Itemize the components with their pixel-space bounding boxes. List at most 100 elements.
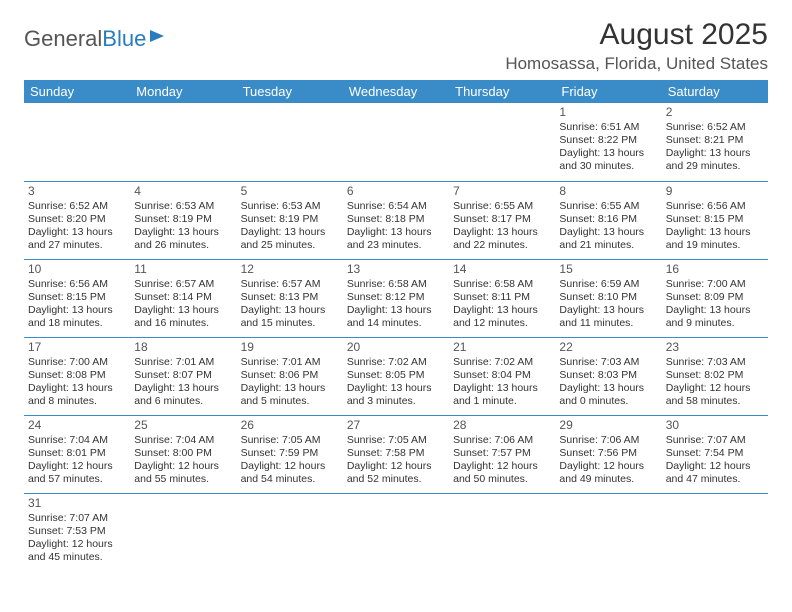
daylight-text: Daylight: 13 hours (453, 226, 551, 239)
daylight-text: and 16 minutes. (134, 317, 232, 330)
sunrise-text: Sunrise: 6:57 AM (241, 278, 339, 291)
sunrise-text: Sunrise: 7:01 AM (241, 356, 339, 369)
sunset-text: Sunset: 8:15 PM (666, 213, 764, 226)
sunset-text: Sunset: 8:05 PM (347, 369, 445, 382)
sunrise-text: Sunrise: 7:04 AM (134, 434, 232, 447)
daylight-text: and 19 minutes. (666, 239, 764, 252)
sunset-text: Sunset: 8:01 PM (28, 447, 126, 460)
daylight-text: and 27 minutes. (28, 239, 126, 252)
daylight-text: and 58 minutes. (666, 395, 764, 408)
day-number: 18 (134, 340, 232, 355)
sunrise-text: Sunrise: 7:06 AM (559, 434, 657, 447)
calendar-table: Sunday Monday Tuesday Wednesday Thursday… (24, 80, 768, 571)
calendar-cell (555, 493, 661, 571)
day-number: 13 (347, 262, 445, 277)
daylight-text: Daylight: 12 hours (559, 460, 657, 473)
daylight-text: Daylight: 13 hours (28, 304, 126, 317)
daylight-text: Daylight: 13 hours (241, 226, 339, 239)
day-number: 24 (28, 418, 126, 433)
col-saturday: Saturday (662, 80, 768, 103)
day-number: 14 (453, 262, 551, 277)
flag-icon (150, 26, 172, 52)
sunrise-text: Sunrise: 6:58 AM (453, 278, 551, 291)
sunrise-text: Sunrise: 7:00 AM (666, 278, 764, 291)
col-thursday: Thursday (449, 80, 555, 103)
calendar-cell: 14Sunrise: 6:58 AMSunset: 8:11 PMDayligh… (449, 259, 555, 337)
sunset-text: Sunset: 8:03 PM (559, 369, 657, 382)
day-number: 2 (666, 105, 764, 120)
day-number: 15 (559, 262, 657, 277)
daylight-text: and 14 minutes. (347, 317, 445, 330)
day-number: 1 (559, 105, 657, 120)
sunrise-text: Sunrise: 7:02 AM (453, 356, 551, 369)
sunset-text: Sunset: 7:54 PM (666, 447, 764, 460)
daylight-text: Daylight: 13 hours (241, 382, 339, 395)
calendar-cell: 17Sunrise: 7:00 AMSunset: 8:08 PMDayligh… (24, 337, 130, 415)
calendar-cell: 10Sunrise: 6:56 AMSunset: 8:15 PMDayligh… (24, 259, 130, 337)
sunrise-text: Sunrise: 7:07 AM (28, 512, 126, 525)
calendar-cell: 7Sunrise: 6:55 AMSunset: 8:17 PMDaylight… (449, 181, 555, 259)
sunset-text: Sunset: 8:04 PM (453, 369, 551, 382)
calendar-cell: 4Sunrise: 6:53 AMSunset: 8:19 PMDaylight… (130, 181, 236, 259)
daylight-text: Daylight: 13 hours (453, 382, 551, 395)
header: GeneralBlue August 2025 Homosassa, Flori… (24, 18, 768, 74)
sunrise-text: Sunrise: 7:06 AM (453, 434, 551, 447)
calendar-cell: 28Sunrise: 7:06 AMSunset: 7:57 PMDayligh… (449, 415, 555, 493)
calendar-cell (662, 493, 768, 571)
day-number: 27 (347, 418, 445, 433)
daylight-text: Daylight: 13 hours (134, 304, 232, 317)
calendar-cell: 6Sunrise: 6:54 AMSunset: 8:18 PMDaylight… (343, 181, 449, 259)
calendar-cell: 25Sunrise: 7:04 AMSunset: 8:00 PMDayligh… (130, 415, 236, 493)
daylight-text: and 15 minutes. (241, 317, 339, 330)
sunset-text: Sunset: 8:06 PM (241, 369, 339, 382)
sunrise-text: Sunrise: 6:54 AM (347, 200, 445, 213)
calendar-cell (343, 103, 449, 181)
calendar-cell: 1Sunrise: 6:51 AMSunset: 8:22 PMDaylight… (555, 103, 661, 181)
calendar-cell: 2Sunrise: 6:52 AMSunset: 8:21 PMDaylight… (662, 103, 768, 181)
sunset-text: Sunset: 7:57 PM (453, 447, 551, 460)
daylight-text: Daylight: 12 hours (134, 460, 232, 473)
day-number: 25 (134, 418, 232, 433)
calendar-cell: 31Sunrise: 7:07 AMSunset: 7:53 PMDayligh… (24, 493, 130, 571)
sunset-text: Sunset: 8:07 PM (134, 369, 232, 382)
day-number: 10 (28, 262, 126, 277)
calendar-cell: 26Sunrise: 7:05 AMSunset: 7:59 PMDayligh… (237, 415, 343, 493)
calendar-cell: 27Sunrise: 7:05 AMSunset: 7:58 PMDayligh… (343, 415, 449, 493)
day-number: 17 (28, 340, 126, 355)
day-number: 23 (666, 340, 764, 355)
daylight-text: Daylight: 13 hours (134, 226, 232, 239)
daylight-text: and 57 minutes. (28, 473, 126, 486)
sunrise-text: Sunrise: 6:57 AM (134, 278, 232, 291)
daylight-text: Daylight: 12 hours (453, 460, 551, 473)
calendar-cell: 19Sunrise: 7:01 AMSunset: 8:06 PMDayligh… (237, 337, 343, 415)
col-sunday: Sunday (24, 80, 130, 103)
col-wednesday: Wednesday (343, 80, 449, 103)
daylight-text: Daylight: 12 hours (666, 460, 764, 473)
daylight-text: Daylight: 12 hours (28, 460, 126, 473)
daylight-text: and 26 minutes. (134, 239, 232, 252)
sunset-text: Sunset: 8:15 PM (28, 291, 126, 304)
sunset-text: Sunset: 8:11 PM (453, 291, 551, 304)
col-friday: Friday (555, 80, 661, 103)
calendar-row: 17Sunrise: 7:00 AMSunset: 8:08 PMDayligh… (24, 337, 768, 415)
sunrise-text: Sunrise: 6:58 AM (347, 278, 445, 291)
day-number: 26 (241, 418, 339, 433)
sunrise-text: Sunrise: 7:07 AM (666, 434, 764, 447)
sunset-text: Sunset: 8:22 PM (559, 134, 657, 147)
daylight-text: and 6 minutes. (134, 395, 232, 408)
sunrise-text: Sunrise: 6:53 AM (241, 200, 339, 213)
sunset-text: Sunset: 8:00 PM (134, 447, 232, 460)
sunrise-text: Sunrise: 6:56 AM (28, 278, 126, 291)
sunset-text: Sunset: 8:17 PM (453, 213, 551, 226)
calendar-body: 1Sunrise: 6:51 AMSunset: 8:22 PMDaylight… (24, 103, 768, 571)
calendar-cell: 24Sunrise: 7:04 AMSunset: 8:01 PMDayligh… (24, 415, 130, 493)
location-subtitle: Homosassa, Florida, United States (505, 54, 768, 74)
calendar-cell: 21Sunrise: 7:02 AMSunset: 8:04 PMDayligh… (449, 337, 555, 415)
sunrise-text: Sunrise: 7:03 AM (559, 356, 657, 369)
sunrise-text: Sunrise: 7:01 AM (134, 356, 232, 369)
sunset-text: Sunset: 8:08 PM (28, 369, 126, 382)
sunset-text: Sunset: 8:19 PM (134, 213, 232, 226)
calendar-cell: 22Sunrise: 7:03 AMSunset: 8:03 PMDayligh… (555, 337, 661, 415)
logo: GeneralBlue (24, 18, 172, 52)
col-tuesday: Tuesday (237, 80, 343, 103)
